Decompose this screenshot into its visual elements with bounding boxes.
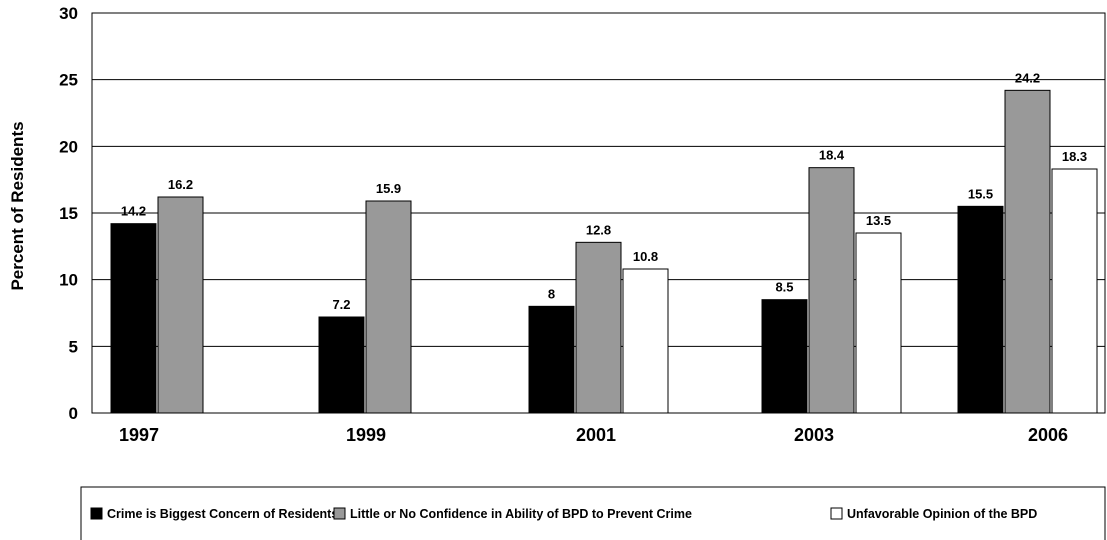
y-tick-label: 30 [59,4,78,23]
x-tick-label: 2003 [794,425,834,445]
data-labels: 14.2 16.2 7.2 15.9 8 12.8 10.8 8.5 18.4 13.5 15.5 2… [121,70,1087,312]
bar-2001-series-2 [575,241,622,414]
data-label: 13.5 [866,213,891,228]
data-label: 24.2 [1015,70,1040,85]
data-label: 8.5 [775,280,793,295]
x-axis-ticks: 1997 1999 2001 2003 2006 [119,425,1068,445]
data-label: 7.2 [332,297,350,312]
bar-2003-series-2 [808,167,855,414]
data-label: 8 [548,286,555,301]
y-axis-title: Percent of Residents [8,121,27,290]
data-label: 12.8 [586,222,611,237]
bar-2006-series-3 [1051,168,1098,414]
bar-2003-series-1 [761,299,808,414]
y-axis-ticks: 0 5 10 15 20 25 30 [59,4,78,423]
y-tick-label: 5 [69,337,78,356]
bar-2006-series-2 [1004,89,1051,414]
y-tick-label: 25 [59,71,78,90]
data-label: 16.2 [168,177,193,192]
bar-1997-series-2 [157,196,204,414]
bar-2003-series-3 [855,232,902,414]
data-label: 18.3 [1062,149,1087,164]
legend-label: Crime is Biggest Concern of Residents [107,507,338,521]
data-label: 15.9 [376,181,401,196]
y-tick-label: 20 [59,137,78,156]
legend-label: Little or No Confidence in Ability of BP… [350,507,692,521]
bar-1997-series-1 [110,223,157,414]
data-label: 10.8 [633,249,658,264]
data-label: 15.5 [968,186,993,201]
gridlines [92,79,1105,347]
x-tick-label: 2001 [576,425,616,445]
x-tick-label: 2006 [1028,425,1068,445]
legend-swatch [333,507,346,520]
x-tick-label: 1999 [346,425,386,445]
legend-box [80,486,1106,540]
bar-1999-series-2 [365,200,412,414]
legend-swatch [830,507,843,520]
legend-swatch [90,507,103,520]
data-label: 18.4 [819,148,845,163]
bar-2006-series-1 [957,205,1004,414]
x-tick-label: 1997 [119,425,159,445]
y-tick-label: 15 [59,204,78,223]
data-label: 14.2 [121,204,146,219]
bar-2001-series-1 [528,305,575,414]
legend: Crime is Biggest Concern of Residents Lit… [80,486,1106,540]
bar-2001-series-3 [622,268,669,414]
bar-1999-series-1 [318,316,365,414]
bars [110,89,1098,414]
y-tick-label: 0 [69,404,78,423]
legend-label: Unfavorable Opinion of the BPD [847,507,1037,521]
y-tick-label: 10 [59,271,78,290]
